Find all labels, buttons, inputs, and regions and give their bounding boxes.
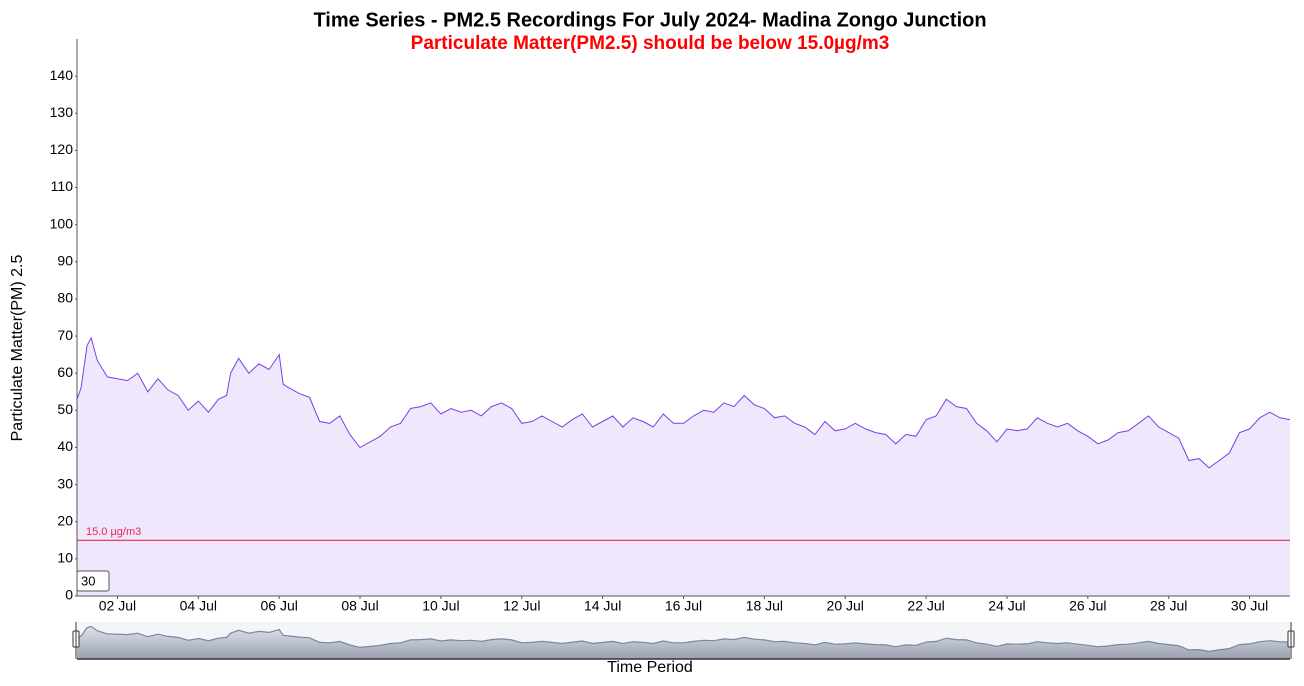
y-tick-label: 100 xyxy=(50,215,74,231)
x-tick-label: 08 Jul xyxy=(341,598,378,614)
x-tick-label: 04 Jul xyxy=(180,598,217,614)
y-tick-label: 80 xyxy=(57,290,73,306)
x-tick-label: 18 Jul xyxy=(746,598,783,614)
x-tick-label: 24 Jul xyxy=(988,598,1025,614)
x-tick-label: 10 Jul xyxy=(422,598,459,614)
x-tick-label: 12 Jul xyxy=(503,598,540,614)
y-tick-label: 120 xyxy=(50,141,74,157)
zoom-input-box[interactable] xyxy=(76,570,110,592)
zoom-input: 30 xyxy=(81,573,95,588)
y-tick-label: 90 xyxy=(57,253,73,269)
y-tick-label: 30 xyxy=(57,475,73,491)
chart-subtitle: Particulate Matter(PM2.5) should be belo… xyxy=(411,33,890,54)
y-axis-title: Particulate Matter(PM) 2.5 xyxy=(9,255,26,442)
x-tick-label: 20 Jul xyxy=(827,598,864,614)
y-tick-label: 70 xyxy=(57,327,73,343)
x-tick-label: 02 Jul xyxy=(99,598,136,614)
area xyxy=(77,337,1290,596)
x-tick-label: 06 Jul xyxy=(260,598,297,614)
plot-area: 15.0 µg/m3 0 10 20 30 40 50 60 70 80 90 100 110 120 13… xyxy=(50,39,1291,614)
y-tick-label: 10 xyxy=(57,550,73,566)
x-tick-label: 26 Jul xyxy=(1069,598,1106,614)
navigator-line xyxy=(76,625,1291,653)
y-tick-label: 60 xyxy=(57,364,73,380)
x-tick-label: 28 Jul xyxy=(1150,598,1187,614)
line xyxy=(76,336,1291,469)
x-axis-title: Time Period xyxy=(607,659,693,676)
navigator-area xyxy=(77,626,1290,659)
threshold-label: 15.0 µg/m3 xyxy=(86,526,141,538)
chart-title: Time Series - PM2.5 Recordings For July … xyxy=(313,9,986,31)
y-tick-label: 130 xyxy=(50,104,74,120)
y-tick-label: 110 xyxy=(51,178,74,194)
x-tick-label: 14 Jul xyxy=(584,598,621,614)
x-tick-label: 22 Jul xyxy=(907,598,944,614)
y-tick-label: 50 xyxy=(57,401,73,417)
x-tick-label: 16 Jul xyxy=(665,598,702,614)
x-tick-label: 30 Jul xyxy=(1231,598,1268,614)
navigator xyxy=(76,625,1291,659)
y-tick-label: 0 xyxy=(65,587,73,603)
y-tick-label: 140 xyxy=(50,67,74,83)
y-tick-label: 20 xyxy=(57,512,73,528)
y-tick-label: 40 xyxy=(57,438,73,454)
